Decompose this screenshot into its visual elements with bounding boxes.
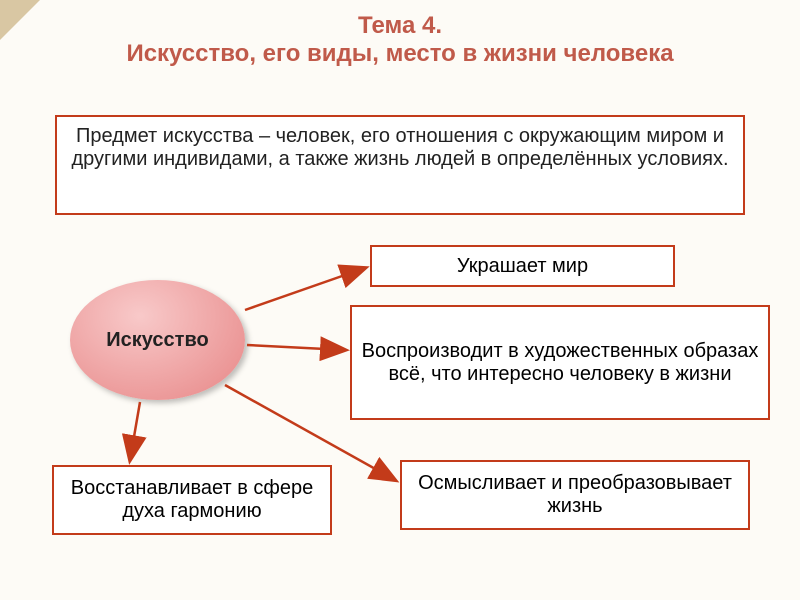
- definition-text: Предмет искусства – человек, его отношен…: [71, 125, 728, 170]
- attribute-text: Осмысливает и преобразовывает жизнь: [410, 472, 740, 518]
- attribute-box: Осмысливает и преобразовывает жизнь: [400, 460, 750, 530]
- attribute-box: Восстанавливает в сфере духа гармонию: [52, 465, 332, 535]
- center-node: Искусство: [70, 280, 245, 400]
- definition-box: Предмет искусства – человек, его отношен…: [55, 115, 745, 215]
- attribute-text: Воспроизводит в художественных образах в…: [360, 340, 760, 386]
- corner-decoration: [0, 0, 40, 40]
- attribute-box: Украшает мир: [370, 245, 675, 287]
- title-line1: Тема 4.: [0, 12, 800, 40]
- title-line2: Искусство, его виды, место в жизни челов…: [0, 40, 800, 68]
- slide-title: Тема 4. Искусство, его виды, место в жиз…: [0, 0, 800, 68]
- attribute-text: Украшает мир: [457, 255, 588, 278]
- attribute-text: Восстанавливает в сфере духа гармонию: [62, 477, 322, 523]
- attribute-box: Воспроизводит в художественных образах в…: [350, 305, 770, 420]
- center-label: Искусство: [106, 329, 208, 352]
